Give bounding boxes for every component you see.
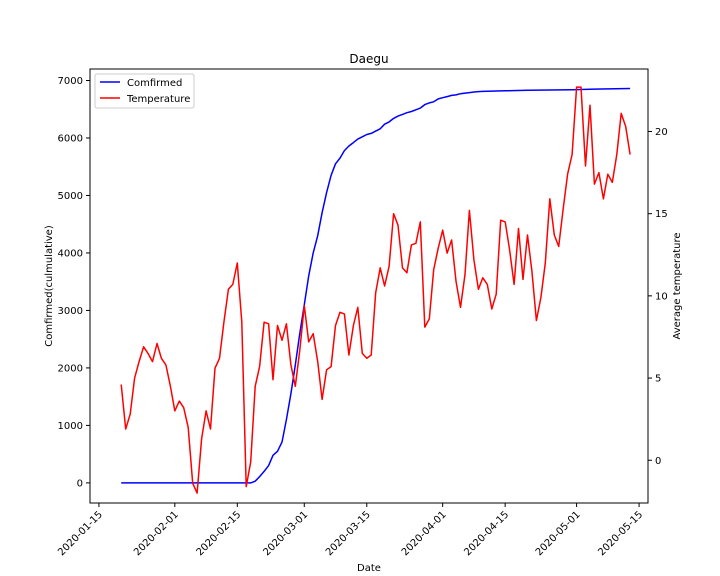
x-tick-label: 2020-04-15: [462, 509, 511, 558]
y-left-tick-label: 7000: [58, 76, 83, 87]
y-right-tick-label: 10: [655, 291, 668, 302]
series-line-comfirmed: [121, 87, 631, 484]
y-left-tick-label: 3000: [58, 306, 83, 317]
y-axis-left-title: Comfirmed(culmulative): [44, 225, 55, 347]
y-left-tick-label: 2000: [58, 363, 83, 374]
x-tick-label: 2020-03-15: [324, 509, 373, 558]
y-axis-right-title: Average temperature: [672, 232, 683, 339]
plot-frame: [89, 68, 649, 504]
y-axis-right: 0 5 10 15 20: [648, 127, 668, 467]
y-right-tick-label: 20: [655, 127, 668, 138]
y-axis-left: 0 1000 2000 3000 4000 5000 6000 7000: [58, 76, 90, 489]
y-left-tick-label: 1000: [58, 421, 83, 432]
x-tick-label: 2020-05-01: [534, 509, 583, 558]
y-left-tick-label: 6000: [58, 133, 83, 144]
legend-label-temperature: Temperature: [126, 94, 190, 105]
x-tick-label: 2020-02-01: [132, 509, 181, 558]
x-tick-label: 2020-03-01: [262, 509, 311, 558]
legend: Comfirmed Temperature: [94, 73, 195, 109]
x-tick-label: 2020-02-15: [195, 509, 244, 558]
series-line-temperature: [120, 86, 631, 494]
y-left-tick-label: 5000: [58, 191, 83, 202]
y-left-tick-label: 0: [77, 478, 83, 489]
x-tick-label: 2020-04-01: [400, 509, 449, 558]
plot-area: [89, 68, 649, 504]
y-left-tick-label: 4000: [58, 248, 83, 259]
x-axis: 2020-01-15 2020-02-01 2020-02-15 2020-03-01…: [56, 503, 645, 558]
series-layer: [120, 86, 631, 494]
x-tick-label: 2020-05-15: [596, 509, 645, 558]
x-axis-title: Date: [357, 563, 381, 574]
chart-title: Daegu: [349, 52, 388, 66]
y-right-tick-label: 0: [655, 456, 661, 467]
y-right-tick-label: 15: [655, 209, 668, 220]
y-right-tick-label: 5: [655, 374, 661, 385]
legend-label-confirmed: Comfirmed: [127, 78, 182, 89]
x-tick-label: 2020-01-15: [56, 509, 105, 558]
